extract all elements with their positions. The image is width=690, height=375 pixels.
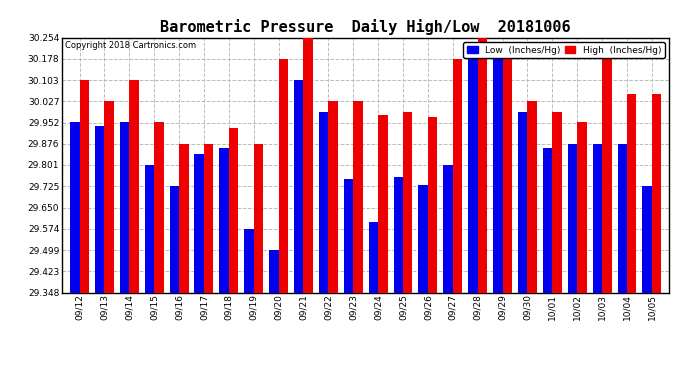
Bar [279, 59, 288, 292]
Bar [652, 94, 661, 292]
Bar [618, 144, 627, 292]
Bar [552, 112, 562, 292]
Bar [393, 177, 403, 292]
Bar [129, 80, 139, 292]
Bar [518, 112, 527, 292]
Bar [229, 128, 238, 292]
Bar [319, 112, 328, 292]
Bar [145, 165, 154, 292]
Bar [627, 94, 636, 292]
Bar [195, 154, 204, 292]
Bar [269, 250, 279, 292]
Bar [418, 185, 428, 292]
Bar [578, 123, 586, 292]
Bar [179, 144, 188, 292]
Bar [469, 59, 477, 292]
Bar [477, 38, 487, 292]
Bar [104, 101, 114, 292]
Bar [444, 165, 453, 292]
Bar [527, 101, 537, 292]
Bar [378, 115, 388, 292]
Bar [154, 123, 164, 292]
Title: Barometric Pressure  Daily High/Low  20181006: Barometric Pressure Daily High/Low 20181… [160, 19, 571, 35]
Bar [353, 101, 363, 292]
Bar [95, 126, 104, 292]
Bar [244, 229, 254, 292]
Bar [70, 123, 79, 292]
Bar [602, 59, 611, 292]
Bar [344, 179, 353, 292]
Bar [502, 59, 512, 292]
Bar [254, 144, 263, 292]
Bar [493, 59, 502, 292]
Bar [593, 144, 602, 292]
Bar [543, 148, 552, 292]
Bar [170, 186, 179, 292]
Bar [294, 80, 304, 292]
Bar [403, 112, 413, 292]
Bar [368, 222, 378, 292]
Bar [304, 38, 313, 292]
Bar [79, 80, 89, 292]
Bar [453, 59, 462, 292]
Bar [642, 186, 652, 292]
Bar [204, 144, 213, 292]
Bar [120, 123, 129, 292]
Bar [219, 148, 229, 292]
Legend: Low  (Inches/Hg), High  (Inches/Hg): Low (Inches/Hg), High (Inches/Hg) [463, 42, 664, 58]
Text: Copyright 2018 Cartronics.com: Copyright 2018 Cartronics.com [65, 41, 196, 50]
Bar [328, 101, 338, 292]
Bar [568, 144, 578, 292]
Bar [428, 117, 437, 292]
